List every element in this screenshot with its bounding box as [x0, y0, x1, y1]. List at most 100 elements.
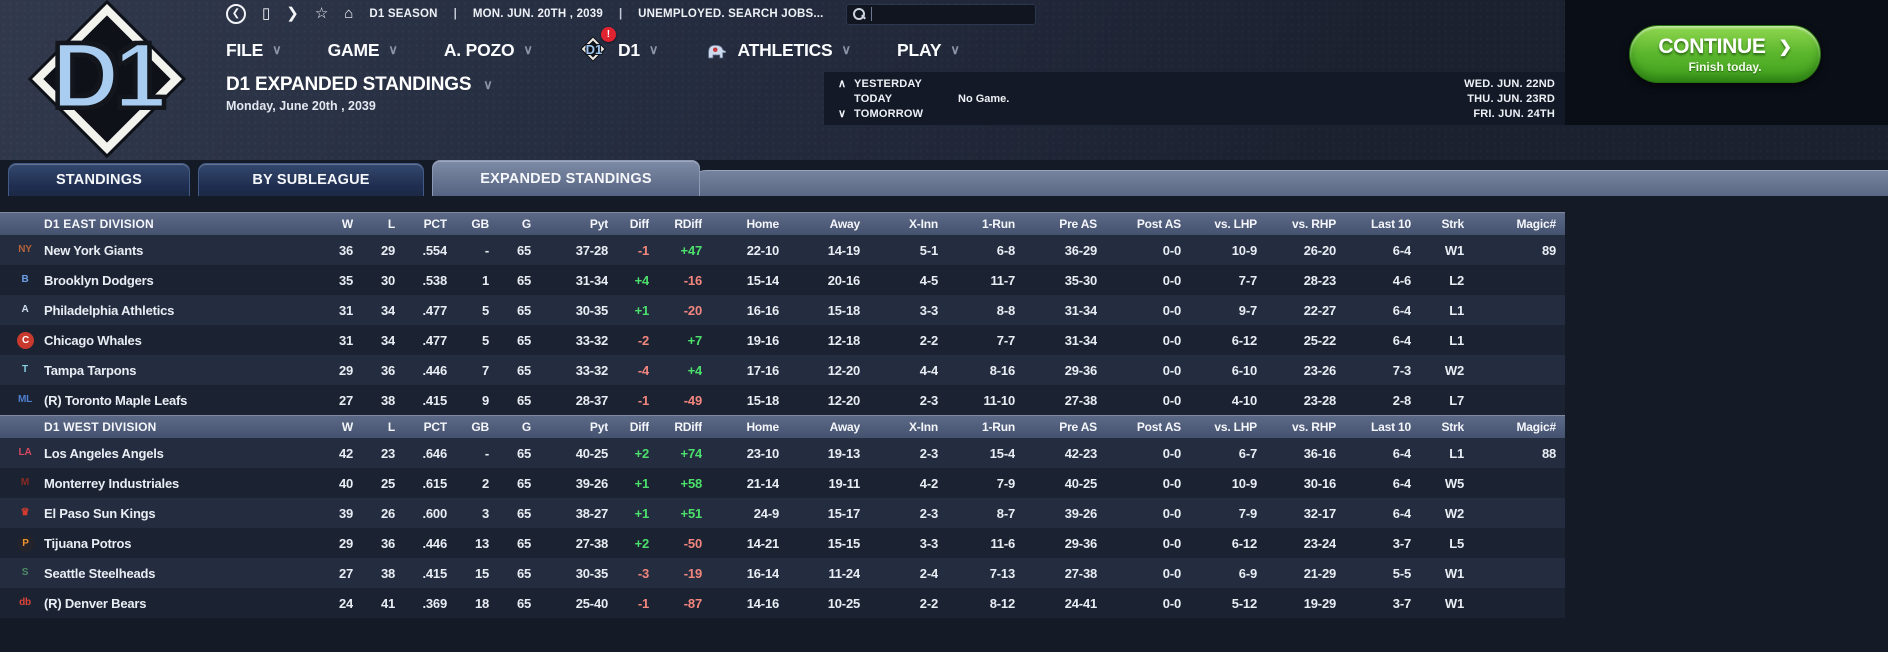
- tab-standings[interactable]: STANDINGS: [8, 163, 190, 196]
- column-header[interactable]: PCT: [423, 419, 447, 434]
- column-header[interactable]: Home: [746, 419, 779, 434]
- continue-button[interactable]: CONTINUE ❯ Finish today.: [1629, 25, 1821, 83]
- column-header[interactable]: L: [387, 419, 395, 434]
- column-header[interactable]: vs. RHP: [1292, 419, 1336, 434]
- scroll-day-up-icon[interactable]: ∧: [837, 78, 847, 90]
- stat-pct: .446: [422, 362, 447, 378]
- search-box[interactable]: [845, 3, 1036, 25]
- team-name-link[interactable]: Chicago Whales: [44, 332, 142, 348]
- team-row[interactable]: ML (R) Toronto Maple Leafs 27 38 .415 9 65 28-3…: [0, 385, 1565, 415]
- menu-league-d1[interactable]: D1 ! D1 ∨: [579, 27, 658, 65]
- column-header[interactable]: G: [521, 419, 531, 434]
- column-header[interactable]: W: [341, 216, 353, 231]
- stat-l: 30: [380, 272, 395, 288]
- team-name-link[interactable]: Tijuana Potros: [44, 535, 132, 551]
- stop-icon[interactable]: ▯: [262, 5, 271, 22]
- column-header[interactable]: vs. LHP: [1214, 419, 1257, 434]
- column-header[interactable]: 1-Run: [982, 216, 1015, 231]
- menu-play[interactable]: PLAY ∨: [897, 40, 960, 61]
- column-header[interactable]: X-Inn: [909, 216, 938, 231]
- tab-expanded-standings[interactable]: EXPANDED STANDINGS: [432, 160, 700, 196]
- forward-icon[interactable]: ❯: [286, 5, 299, 22]
- toronto-maple-leafs-logo: ML: [17, 394, 33, 405]
- notification-badge[interactable]: !: [600, 27, 616, 42]
- column-header[interactable]: 1-Run: [982, 419, 1015, 434]
- topbar-separator: |: [618, 8, 623, 20]
- team-name-link[interactable]: New York Giants: [44, 242, 144, 258]
- column-header[interactable]: Pyt: [589, 419, 608, 434]
- search-input[interactable]: [870, 7, 1029, 21]
- stat-vsrhp: 26-20: [1303, 242, 1336, 258]
- column-header[interactable]: Magic#: [1516, 216, 1557, 231]
- column-header[interactable]: Home: [746, 216, 779, 231]
- team-row[interactable]: C Chicago Whales 31 34 .477 5 65 33-32 -2 +7 19-16…: [0, 325, 1565, 355]
- column-header[interactable]: Diff: [629, 216, 649, 231]
- team-row[interactable]: db (R) Denver Bears 24 41 .369 18 65 25-40 -1 -87…: [0, 588, 1565, 618]
- team-name-link[interactable]: El Paso Sun Kings: [44, 505, 156, 521]
- column-header[interactable]: Last 10: [1371, 216, 1411, 231]
- menu-game[interactable]: GAME ∨: [328, 40, 398, 61]
- column-header[interactable]: Last 10: [1371, 419, 1411, 434]
- team-name-link[interactable]: Monterrey Industriales: [44, 475, 180, 491]
- column-header[interactable]: GB: [471, 216, 489, 231]
- menu-manager[interactable]: A. POZO ∨: [444, 40, 533, 61]
- column-header[interactable]: vs. RHP: [1292, 216, 1336, 231]
- team-name-link[interactable]: Brooklyn Dodgers: [44, 272, 154, 288]
- team-name-link[interactable]: (R) Toronto Maple Leafs: [44, 392, 188, 408]
- home-icon[interactable]: ⌂: [344, 5, 354, 22]
- team-row[interactable]: B Brooklyn Dodgers 35 30 .538 1 65 31-34 +4 -16 15…: [0, 265, 1565, 295]
- new-york-giants-logo: NY: [18, 244, 32, 255]
- team-row[interactable]: M Monterrey Industriales 40 25 .615 2 65 39-26 +…: [0, 468, 1565, 498]
- column-header[interactable]: RDiff: [674, 419, 702, 434]
- column-header[interactable]: Magic#: [1516, 419, 1557, 434]
- scroll-day-down-icon[interactable]: ∨: [837, 108, 847, 120]
- stat-rdiff: +47: [680, 242, 702, 258]
- back-icon[interactable]: ❮: [226, 4, 246, 24]
- stat-xinn: 4-4: [919, 362, 938, 378]
- team-row[interactable]: A Philadelphia Athletics 31 34 .477 5 65 30-35 +…: [0, 295, 1565, 325]
- stat-preas: 29-36: [1064, 535, 1097, 551]
- tab-by-subleague[interactable]: BY SUBLEAGUE: [198, 163, 424, 196]
- team-name-link[interactable]: Los Angeles Angels: [44, 445, 164, 461]
- team-row[interactable]: T Tampa Tarpons 29 36 .446 7 65 33-32 -4 +4 17-16 1…: [0, 355, 1565, 385]
- team-row[interactable]: P Tijuana Potros 29 36 .446 13 65 27-38 +2 -50 14-…: [0, 528, 1565, 558]
- column-header[interactable]: W: [341, 419, 353, 434]
- column-header[interactable]: RDiff: [674, 216, 702, 231]
- team-name-link[interactable]: Tampa Tarpons: [44, 362, 137, 378]
- column-header[interactable]: Away: [829, 419, 860, 434]
- team-name-link[interactable]: Seattle Steelheads: [44, 565, 156, 581]
- menu-file[interactable]: FILE ∨: [226, 40, 282, 61]
- team-row[interactable]: LA Los Angeles Angels 42 23 .646 - 65 40-25 +2 +7…: [0, 438, 1565, 468]
- team-name-link[interactable]: (R) Denver Bears: [44, 595, 147, 611]
- tab-bar: STANDINGS BY SUBLEAGUE EXPANDED STANDING…: [0, 160, 1888, 196]
- stat-g: 65: [516, 505, 531, 521]
- stat-g: 65: [516, 475, 531, 491]
- team-row[interactable]: NY New York Giants 36 29 .554 - 65 37-28 -1 +47 22…: [0, 235, 1565, 265]
- column-header[interactable]: Strk: [1441, 419, 1464, 434]
- page-title-dropdown[interactable]: D1 EXPANDED STANDINGS ∨: [226, 74, 493, 96]
- column-header[interactable]: L: [387, 216, 395, 231]
- stat-diff: +4: [634, 272, 649, 288]
- column-header[interactable]: Away: [829, 216, 860, 231]
- column-header[interactable]: Pre AS: [1059, 419, 1097, 434]
- star-icon[interactable]: ☆: [314, 5, 329, 22]
- column-header[interactable]: PCT: [423, 216, 447, 231]
- menu-game-label: GAME: [327, 39, 380, 60]
- topbar-status-link[interactable]: UNEMPLOYED. SEARCH JOBS...: [638, 8, 824, 20]
- team-row[interactable]: ♛ El Paso Sun Kings 39 26 .600 3 65 38-27 +1 +51 2…: [0, 498, 1565, 528]
- stat-strk: L5: [1449, 535, 1464, 551]
- menu-team-athletics[interactable]: ATHLETICS ∨: [704, 40, 851, 61]
- column-header[interactable]: GB: [471, 419, 489, 434]
- column-header[interactable]: Pyt: [589, 216, 608, 231]
- column-header[interactable]: Diff: [629, 419, 649, 434]
- team-name-link[interactable]: Philadelphia Athletics: [44, 302, 175, 318]
- column-header[interactable]: Strk: [1441, 216, 1464, 231]
- column-header[interactable]: X-Inn: [909, 419, 938, 434]
- column-header[interactable]: G: [521, 216, 531, 231]
- column-header[interactable]: Pre AS: [1059, 216, 1097, 231]
- column-header[interactable]: Post AS: [1136, 216, 1181, 231]
- column-header[interactable]: Post AS: [1136, 419, 1181, 434]
- column-header[interactable]: vs. LHP: [1214, 216, 1257, 231]
- team-row[interactable]: S Seattle Steelheads 27 38 .415 15 65 30-35 -3 -1…: [0, 558, 1565, 588]
